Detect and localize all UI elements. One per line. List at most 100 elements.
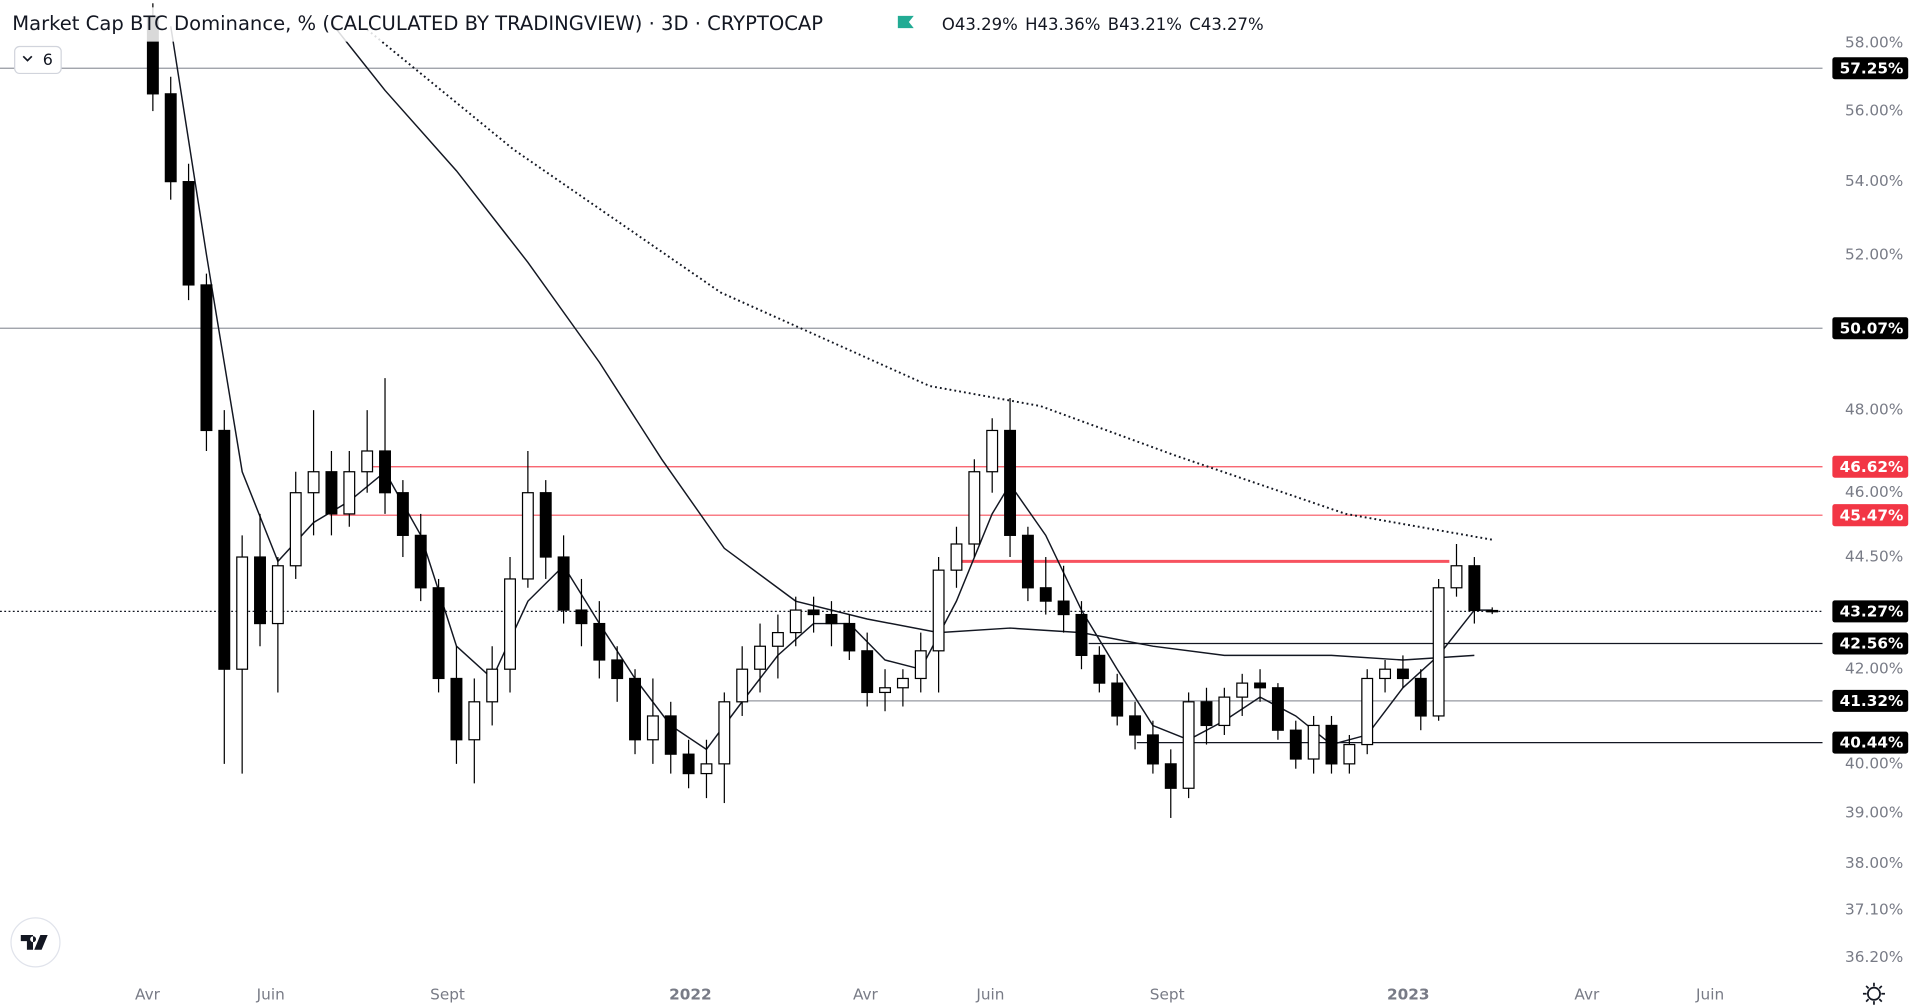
candle [682, 739, 695, 789]
candle-body [1468, 565, 1481, 612]
candle [736, 646, 749, 716]
price-badge-label: 43.27% [1840, 603, 1904, 621]
candle [825, 601, 838, 647]
candle [754, 623, 767, 693]
candle-body [1325, 724, 1338, 765]
price-badge [1832, 455, 1909, 478]
candle-body [254, 556, 266, 625]
candle-body [700, 763, 713, 775]
candle [861, 632, 874, 707]
header-bg [0, 7, 1273, 42]
candle-body [557, 556, 570, 611]
x-tick-label: Avr [135, 985, 161, 1003]
price-badge [1832, 317, 1909, 340]
candle-body [414, 534, 427, 589]
candle [1200, 687, 1213, 745]
candle [450, 646, 463, 764]
candle [254, 513, 266, 647]
candle [1254, 669, 1267, 702]
y-tick-label: 48.00% [1845, 401, 1903, 419]
candle-body [1486, 609, 1499, 613]
x-tick-label: 2023 [1387, 985, 1430, 1003]
candle-body [468, 701, 481, 741]
y-tick-label: 56.00% [1845, 102, 1903, 120]
candle [789, 596, 802, 647]
candle [575, 578, 588, 647]
price-badge-label: 41.32% [1840, 692, 1904, 710]
price-badge-label: 46.62% [1840, 458, 1904, 476]
candle-body [1146, 734, 1159, 765]
x-tick-label: 2022 [669, 985, 712, 1003]
y-tick-label: 39.00% [1845, 803, 1903, 821]
candle-body [521, 492, 534, 580]
candle-body [1164, 763, 1177, 789]
candle [486, 646, 499, 726]
candle [1075, 601, 1088, 670]
candle-body [771, 631, 784, 647]
candle [986, 418, 999, 493]
candle-body [754, 645, 767, 670]
candle-body [1004, 429, 1017, 536]
x-tick-label: Juin [256, 985, 285, 1003]
candle-body [986, 429, 999, 473]
tradingview-logo [20, 935, 48, 950]
plot-area [0, 3, 1823, 818]
candle-body [343, 471, 356, 515]
ohlc-legend: O43.29% H43.36% B43.21% C43.27% [942, 15, 1264, 34]
candle-body [218, 429, 231, 670]
candle-body [682, 753, 695, 775]
candle-body [1111, 682, 1124, 717]
candle [629, 669, 642, 755]
candle [1486, 607, 1499, 615]
candle [1057, 565, 1070, 633]
candle-body [1057, 600, 1070, 616]
candle-body [1289, 729, 1302, 760]
candle [307, 410, 320, 536]
candle [1450, 543, 1463, 597]
candle-body [879, 687, 892, 694]
y-tick-label: 40.00% [1845, 754, 1903, 772]
candle [557, 535, 570, 624]
candle [1164, 749, 1177, 818]
candle-body [200, 284, 213, 432]
candle [646, 678, 659, 764]
candle [379, 378, 391, 514]
price-badge [1832, 731, 1909, 754]
indicator-toggle[interactable] [14, 45, 62, 75]
price-badge [1832, 632, 1909, 655]
chart-title: Market Cap BTC Dominance, % (CALCULATED … [12, 12, 823, 35]
logo-badge[interactable] [10, 917, 61, 968]
candle [504, 557, 516, 693]
candle [896, 669, 909, 707]
candle-body [164, 93, 177, 183]
candle [1325, 715, 1338, 774]
candle-body [1254, 682, 1267, 689]
candle-body [664, 715, 677, 755]
candle-body [843, 622, 856, 652]
x-tick-label: Avr [1574, 985, 1600, 1003]
candle-body [1414, 677, 1427, 717]
y-tick-label: 46.00% [1845, 483, 1903, 501]
candle-body [396, 492, 409, 536]
candle [468, 678, 481, 784]
candle-body [379, 450, 391, 494]
candle-body [1379, 668, 1392, 680]
market-flag [897, 15, 914, 29]
price-badge [1832, 57, 1909, 80]
candle-body [539, 492, 552, 558]
candle [1182, 692, 1195, 799]
candle [1396, 655, 1409, 688]
candle [968, 459, 981, 558]
candle-body [504, 578, 516, 670]
candle [700, 739, 713, 799]
candle-body [736, 668, 749, 703]
candle [843, 614, 856, 660]
candle [807, 596, 820, 633]
candle [200, 273, 213, 451]
settings-button[interactable] [1862, 982, 1885, 1005]
candle-body [1021, 534, 1034, 589]
candle [932, 557, 945, 693]
candle [1361, 669, 1374, 755]
